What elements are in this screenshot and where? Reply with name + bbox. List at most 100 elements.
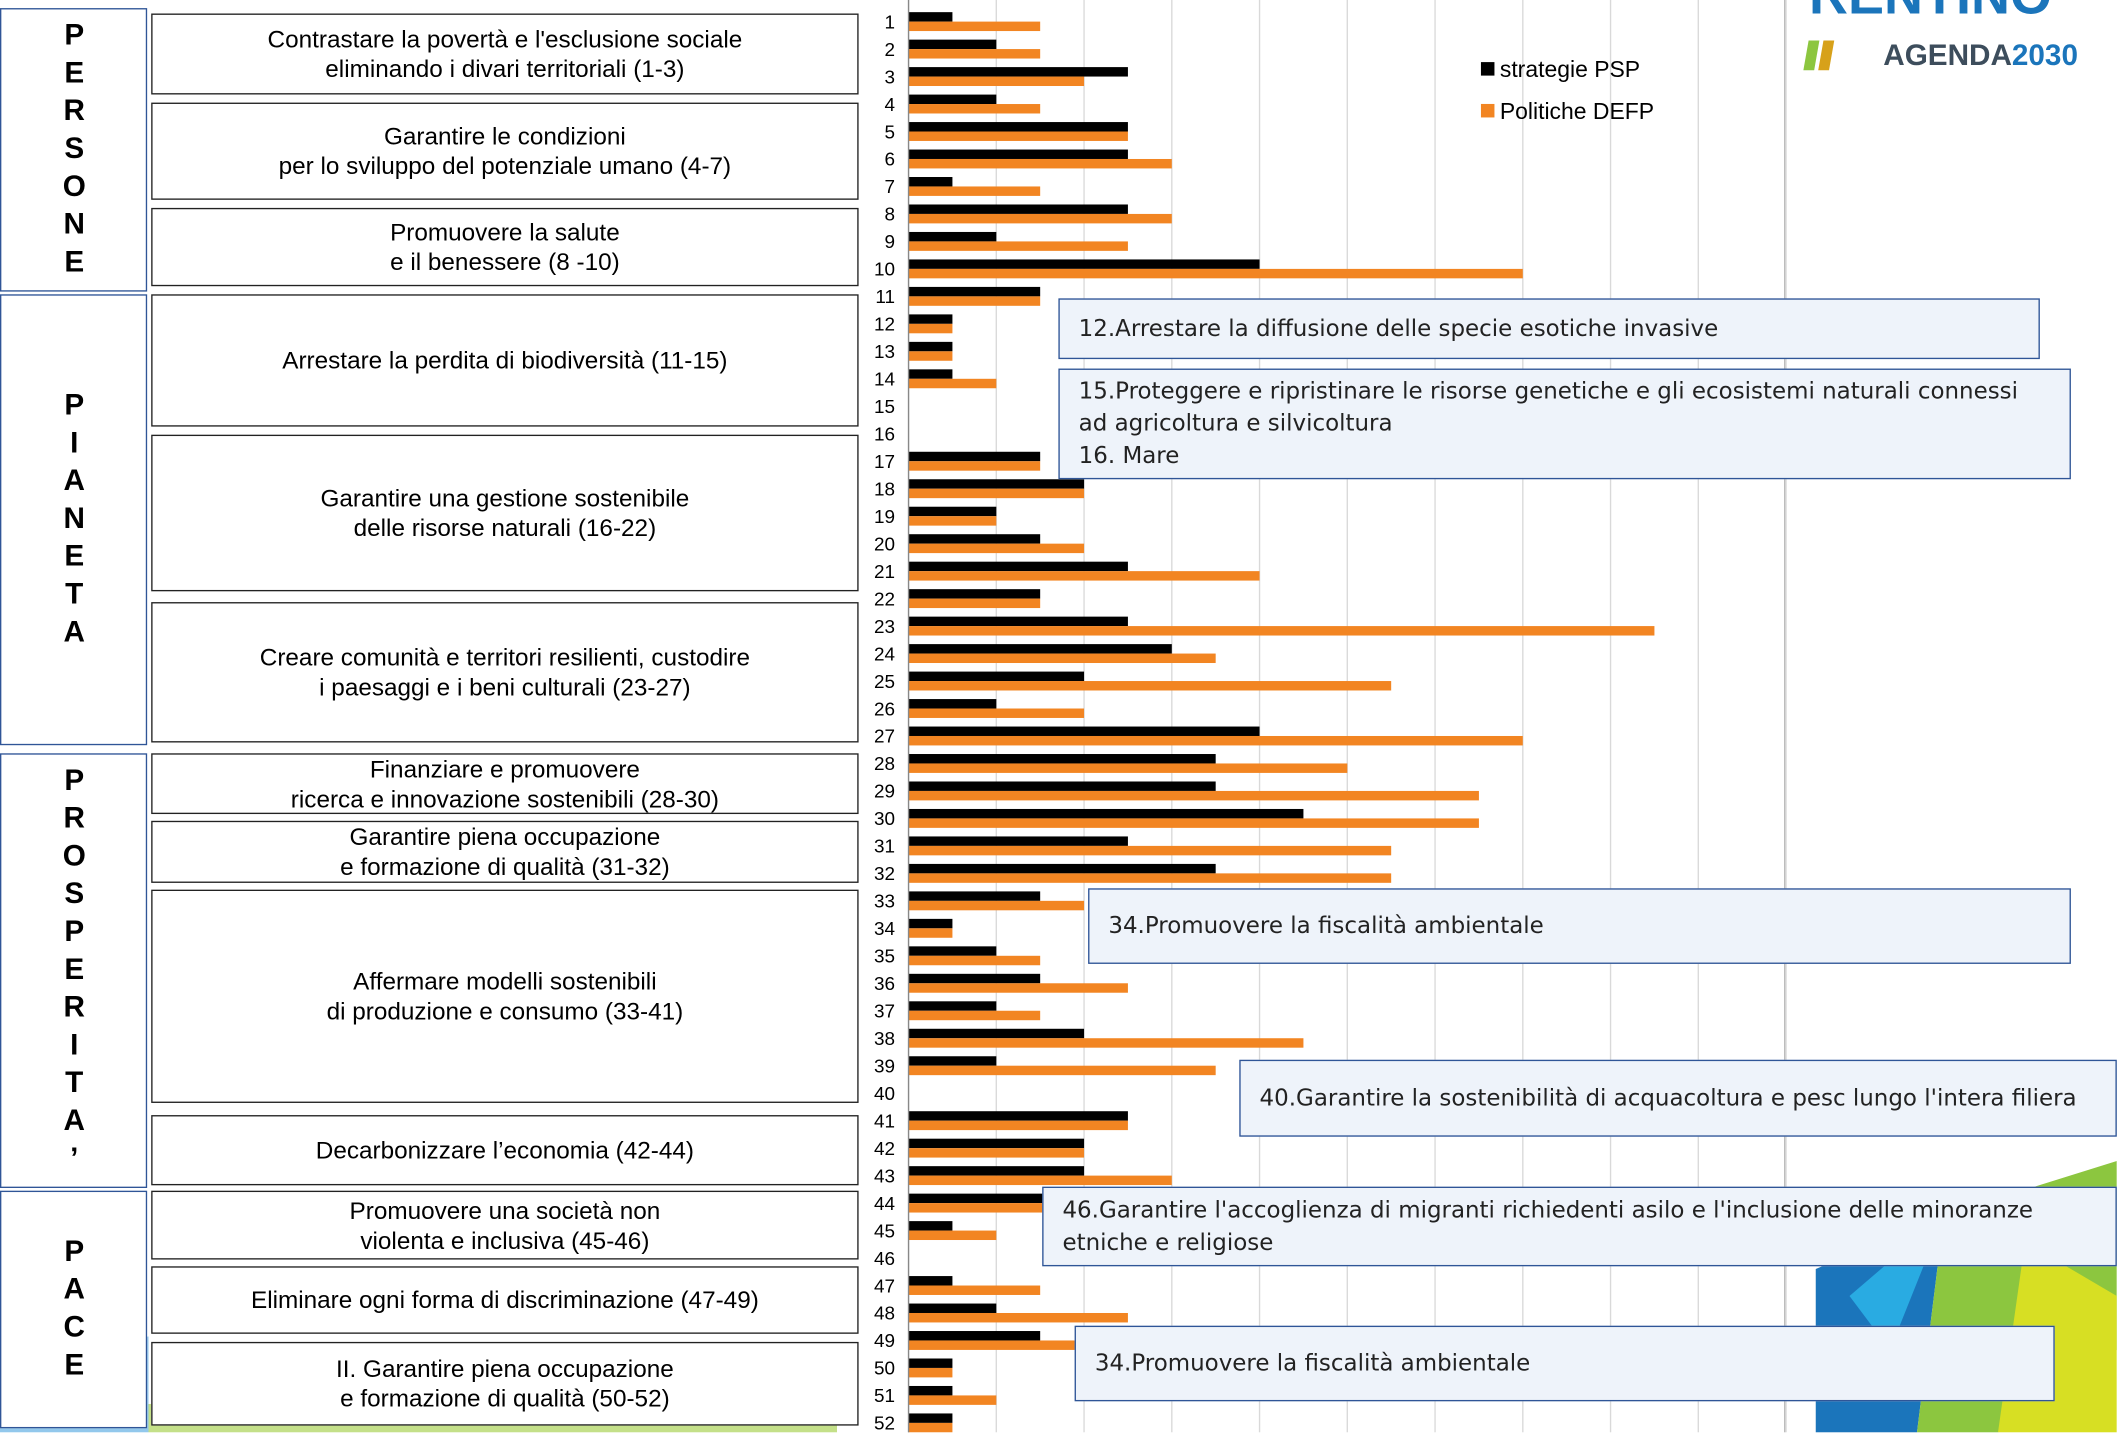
- bar: [908, 754, 1216, 764]
- bar: [908, 845, 1392, 856]
- bar: [908, 1203, 1085, 1213]
- y-tick-label: 37: [874, 1002, 895, 1023]
- bar: [908, 589, 1041, 599]
- bar: [908, 708, 1085, 718]
- bar: [908, 543, 1085, 554]
- bar: [908, 131, 1128, 141]
- theme-box: Garantire le condizioni per lo sviluppo …: [151, 102, 859, 200]
- bar: [908, 1175, 1172, 1186]
- bar: [908, 534, 1041, 544]
- group-label-text: PACE: [57, 1233, 92, 1386]
- bar: [908, 1028, 1085, 1039]
- group-label: PIANETA: [0, 294, 148, 746]
- theme-box: Affermare modelli sostenibili di produzi…: [151, 889, 859, 1103]
- y-tick-label: 10: [874, 260, 895, 281]
- bar: [908, 149, 1128, 159]
- y-tick-label: 29: [874, 782, 895, 803]
- y-tick-label: 47: [874, 1276, 895, 1297]
- bar: [908, 726, 1260, 736]
- group-label-text: PERSONE: [57, 17, 92, 283]
- y-tick-label: 26: [874, 699, 895, 720]
- bar: [908, 1065, 1216, 1076]
- y-tick-label: 4: [885, 95, 896, 116]
- callout: 34.Promuovere la fiscalità ambientale: [1088, 888, 2071, 964]
- bar: [908, 488, 1085, 499]
- y-tick-label: 8: [885, 205, 896, 226]
- callout: 12.Arrestare la diffusione delle specie …: [1058, 298, 2040, 360]
- callout: 40.Garantire la sostenibilità di acquaco…: [1239, 1059, 2117, 1137]
- callout: 34.Promuovere la fiscalità ambientale: [1074, 1325, 2055, 1402]
- bar: [908, 1331, 1041, 1341]
- bar: [908, 1056, 997, 1066]
- logo-text: AGENDA2030: [1883, 39, 2078, 72]
- bar: [908, 204, 1128, 214]
- logo-icon: [1803, 40, 1820, 71]
- bar: [908, 983, 1128, 993]
- bar: [908, 1230, 997, 1241]
- bar: [908, 808, 1304, 819]
- bar: [908, 213, 1172, 224]
- y-tick-label: 2: [885, 40, 896, 61]
- y-tick-label: 12: [874, 315, 895, 336]
- bar: [908, 351, 953, 361]
- bar: [908, 873, 1392, 883]
- y-tick-label: 15: [874, 397, 895, 418]
- bar: [908, 1385, 953, 1396]
- bar: [908, 836, 1128, 846]
- group-label: PERSONE: [0, 8, 148, 292]
- bar: [908, 1038, 1304, 1048]
- y-tick-label: 14: [874, 370, 895, 391]
- bar: [908, 186, 1041, 196]
- bar: [908, 323, 953, 334]
- bar: [908, 918, 953, 929]
- bar: [908, 49, 1041, 59]
- bar: [908, 1276, 953, 1286]
- bar: [908, 1303, 997, 1313]
- bar: [908, 122, 1128, 132]
- logo-icon: [1818, 40, 1835, 71]
- y-tick-label: 40: [874, 1084, 895, 1105]
- y-tick-label: 24: [874, 644, 895, 665]
- bar: [908, 681, 1392, 691]
- callout: 46.Garantire l'accoglienza di migranti r…: [1042, 1186, 2117, 1267]
- y-tick-label: 6: [885, 150, 896, 171]
- y-tick-label: 30: [874, 809, 895, 830]
- bar: [908, 955, 1041, 966]
- bar: [908, 76, 1085, 87]
- y-tick-label: 22: [874, 589, 895, 610]
- logo-year: 2030: [2012, 39, 2078, 72]
- bar: [908, 571, 1260, 581]
- theme-box: Promuovere la salute e il benessere (8 -…: [151, 207, 859, 287]
- bar: [908, 314, 953, 324]
- bar: [908, 158, 1172, 169]
- y-tick-label: 20: [874, 534, 895, 555]
- bar: [908, 268, 1523, 279]
- y-tick-label: 17: [874, 452, 895, 473]
- y-tick-label: 35: [874, 947, 895, 968]
- y-tick-label: 25: [874, 672, 895, 693]
- y-tick-label: 31: [874, 837, 895, 858]
- bar: [908, 104, 1041, 114]
- theme-box: Contrastare la povertà e l'esclusione so…: [151, 13, 859, 95]
- bar: [908, 39, 997, 50]
- y-tick-label: 49: [874, 1331, 895, 1352]
- bar: [908, 67, 1128, 77]
- bar: [908, 1001, 997, 1011]
- bar: [908, 241, 1128, 251]
- bar: [908, 516, 997, 526]
- y-tick-label: 39: [874, 1056, 895, 1077]
- y-tick-label: 48: [874, 1304, 895, 1325]
- y-tick-label: 27: [874, 727, 895, 748]
- bar: [908, 928, 953, 938]
- bar: [908, 1422, 953, 1433]
- bar: [908, 653, 1216, 664]
- bar: [908, 1285, 1041, 1295]
- y-tick-label: 11: [875, 287, 895, 308]
- y-tick-label: 50: [874, 1359, 895, 1380]
- bar: [908, 818, 1479, 828]
- y-tick-label: 1: [885, 12, 896, 33]
- bar: [908, 1312, 1128, 1323]
- group-label-text: PIANETA: [57, 387, 92, 653]
